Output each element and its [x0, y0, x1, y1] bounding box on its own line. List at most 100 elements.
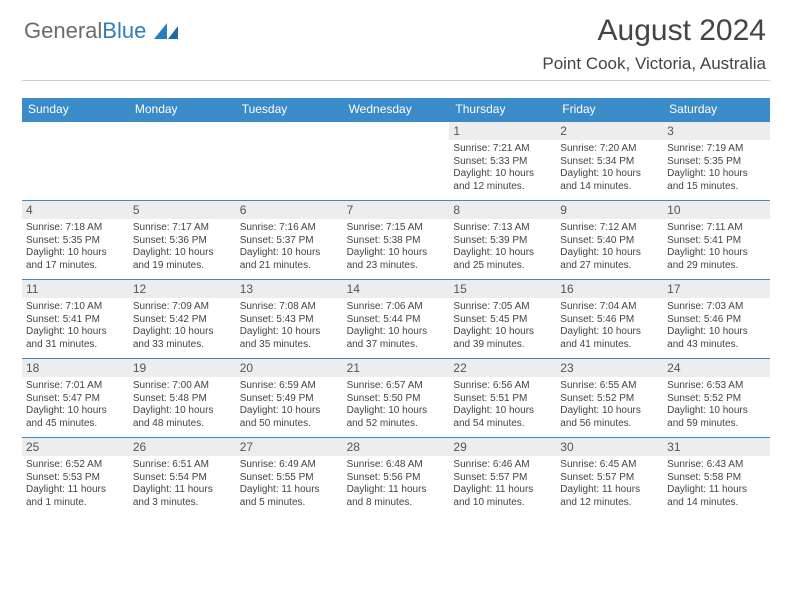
- day-number: 5: [129, 201, 236, 219]
- calendar-day: 28Sunrise: 6:48 AMSunset: 5:56 PMDayligh…: [343, 438, 450, 516]
- sunrise-text: Sunrise: 6:59 AM: [240, 380, 339, 393]
- day-number: 2: [556, 122, 663, 140]
- calendar-day: 12Sunrise: 7:09 AMSunset: 5:42 PMDayligh…: [129, 280, 236, 358]
- sunset-text: Sunset: 5:53 PM: [26, 472, 125, 485]
- sunset-text: Sunset: 5:35 PM: [26, 235, 125, 248]
- day-number: 1: [449, 122, 556, 140]
- calendar-day: 1 Sunrise: 7:21 AMSunset: 5:33 PMDaylight…: [449, 122, 556, 200]
- sunrise-text: Sunrise: 6:51 AM: [133, 459, 232, 472]
- day-number: 18: [22, 359, 129, 377]
- daylight-text: Daylight: 10 hours and 12 minutes.: [453, 168, 552, 193]
- calendar-day: 6Sunrise: 7:16 AMSunset: 5:37 PMDaylight…: [236, 201, 343, 279]
- day-number: 14: [343, 280, 450, 298]
- sunrise-text: Sunrise: 6:57 AM: [347, 380, 446, 393]
- sunrise-text: Sunrise: 6:53 AM: [667, 380, 766, 393]
- daylight-text: Daylight: 10 hours and 35 minutes.: [240, 326, 339, 351]
- page-title: August 2024: [598, 14, 766, 48]
- calendar-day: 2Sunrise: 7:20 AMSunset: 5:34 PMDaylight…: [556, 122, 663, 200]
- daylight-text: Daylight: 11 hours and 12 minutes.: [560, 484, 659, 509]
- daylight-text: Daylight: 10 hours and 37 minutes.: [347, 326, 446, 351]
- sunset-text: Sunset: 5:55 PM: [240, 472, 339, 485]
- sunset-text: Sunset: 5:41 PM: [667, 235, 766, 248]
- day-number: 28: [343, 438, 450, 456]
- day-number: 24: [663, 359, 770, 377]
- sunrise-text: Sunrise: 7:06 AM: [347, 301, 446, 314]
- calendar-day: 19Sunrise: 7:00 AMSunset: 5:48 PMDayligh…: [129, 359, 236, 437]
- sunrise-text: Sunrise: 6:46 AM: [453, 459, 552, 472]
- sunset-text: Sunset: 5:37 PM: [240, 235, 339, 248]
- weekday-label: Saturday: [663, 98, 770, 121]
- sunset-text: Sunset: 5:46 PM: [667, 314, 766, 327]
- sunset-text: Sunset: 5:57 PM: [560, 472, 659, 485]
- daylight-text: Daylight: 10 hours and 31 minutes.: [26, 326, 125, 351]
- sunset-text: Sunset: 5:57 PM: [453, 472, 552, 485]
- weekday-header: Sunday Monday Tuesday Wednesday Thursday…: [22, 98, 770, 121]
- sunrise-text: Sunrise: 7:16 AM: [240, 222, 339, 235]
- location-label: Point Cook, Victoria, Australia: [542, 54, 766, 74]
- daylight-text: Daylight: 10 hours and 25 minutes.: [453, 247, 552, 272]
- day-number: 20: [236, 359, 343, 377]
- calendar-day: 7Sunrise: 7:15 AMSunset: 5:38 PMDaylight…: [343, 201, 450, 279]
- sunrise-text: Sunrise: 7:08 AM: [240, 301, 339, 314]
- daylight-text: Daylight: 10 hours and 56 minutes.: [560, 405, 659, 430]
- daylight-text: Daylight: 10 hours and 19 minutes.: [133, 247, 232, 272]
- day-number: 27: [236, 438, 343, 456]
- calendar-day: 4Sunrise: 7:18 AMSunset: 5:35 PMDaylight…: [22, 201, 129, 279]
- sunset-text: Sunset: 5:54 PM: [133, 472, 232, 485]
- calendar-day: 31Sunrise: 6:43 AMSunset: 5:58 PMDayligh…: [663, 438, 770, 516]
- sunrise-text: Sunrise: 7:09 AM: [133, 301, 232, 314]
- sunrise-text: Sunrise: 7:03 AM: [667, 301, 766, 314]
- sunrise-text: Sunrise: 7:21 AM: [453, 143, 552, 156]
- sunset-text: Sunset: 5:45 PM: [453, 314, 552, 327]
- sunset-text: Sunset: 5:48 PM: [133, 393, 232, 406]
- sunrise-text: Sunrise: 7:10 AM: [26, 301, 125, 314]
- calendar-day: 15Sunrise: 7:05 AMSunset: 5:45 PMDayligh…: [449, 280, 556, 358]
- calendar-day: [343, 122, 450, 200]
- calendar-day: 23Sunrise: 6:55 AMSunset: 5:52 PMDayligh…: [556, 359, 663, 437]
- day-number: 26: [129, 438, 236, 456]
- calendar-day: 8Sunrise: 7:13 AMSunset: 5:39 PMDaylight…: [449, 201, 556, 279]
- daylight-text: Daylight: 10 hours and 33 minutes.: [133, 326, 232, 351]
- day-number: 3: [663, 122, 770, 140]
- daylight-text: Daylight: 10 hours and 54 minutes.: [453, 405, 552, 430]
- daylight-text: Daylight: 11 hours and 10 minutes.: [453, 484, 552, 509]
- sunset-text: Sunset: 5:49 PM: [240, 393, 339, 406]
- calendar-week: 11Sunrise: 7:10 AMSunset: 5:41 PMDayligh…: [22, 279, 770, 358]
- sunrise-text: Sunrise: 7:17 AM: [133, 222, 232, 235]
- calendar-day: 3Sunrise: 7:19 AMSunset: 5:35 PMDaylight…: [663, 122, 770, 200]
- sunset-text: Sunset: 5:33 PM: [453, 156, 552, 169]
- calendar-day: 14Sunrise: 7:06 AMSunset: 5:44 PMDayligh…: [343, 280, 450, 358]
- calendar-day: 18Sunrise: 7:01 AMSunset: 5:47 PMDayligh…: [22, 359, 129, 437]
- day-number: 12: [129, 280, 236, 298]
- sunrise-text: Sunrise: 6:49 AM: [240, 459, 339, 472]
- weekday-label: Thursday: [449, 98, 556, 121]
- calendar-day: 10Sunrise: 7:11 AMSunset: 5:41 PMDayligh…: [663, 201, 770, 279]
- sunset-text: Sunset: 5:43 PM: [240, 314, 339, 327]
- weekday-label: Friday: [556, 98, 663, 121]
- calendar-week: 25Sunrise: 6:52 AMSunset: 5:53 PMDayligh…: [22, 437, 770, 516]
- day-number: 6: [236, 201, 343, 219]
- daylight-text: Daylight: 10 hours and 17 minutes.: [26, 247, 125, 272]
- daylight-text: Daylight: 11 hours and 14 minutes.: [667, 484, 766, 509]
- sunset-text: Sunset: 5:40 PM: [560, 235, 659, 248]
- day-number: 8: [449, 201, 556, 219]
- weekday-label: Monday: [129, 98, 236, 121]
- daylight-text: Daylight: 10 hours and 45 minutes.: [26, 405, 125, 430]
- calendar-day: [236, 122, 343, 200]
- calendar-day: 29Sunrise: 6:46 AMSunset: 5:57 PMDayligh…: [449, 438, 556, 516]
- sunset-text: Sunset: 5:34 PM: [560, 156, 659, 169]
- sunrise-text: Sunrise: 6:43 AM: [667, 459, 766, 472]
- calendar: Sunday Monday Tuesday Wednesday Thursday…: [22, 98, 770, 516]
- brand-logo: GeneralBlue: [24, 18, 180, 44]
- weekday-label: Sunday: [22, 98, 129, 121]
- sunset-text: Sunset: 5:58 PM: [667, 472, 766, 485]
- sunset-text: Sunset: 5:35 PM: [667, 156, 766, 169]
- sunrise-text: Sunrise: 7:12 AM: [560, 222, 659, 235]
- calendar-day: 20Sunrise: 6:59 AMSunset: 5:49 PMDayligh…: [236, 359, 343, 437]
- sunset-text: Sunset: 5:51 PM: [453, 393, 552, 406]
- calendar-day: 25Sunrise: 6:52 AMSunset: 5:53 PMDayligh…: [22, 438, 129, 516]
- calendar-day: 27Sunrise: 6:49 AMSunset: 5:55 PMDayligh…: [236, 438, 343, 516]
- sunset-text: Sunset: 5:52 PM: [560, 393, 659, 406]
- weeks-container: 1Sunrise: 7:21 AMSunset: 5:33 PMDaylight…: [22, 121, 770, 516]
- daylight-text: Daylight: 10 hours and 29 minutes.: [667, 247, 766, 272]
